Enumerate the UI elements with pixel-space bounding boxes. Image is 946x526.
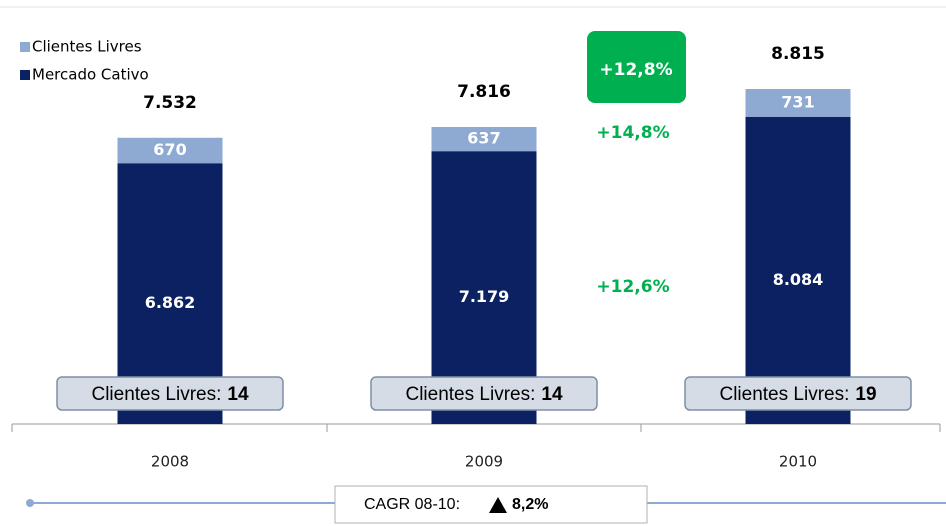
clientes-livres-count: 19 [855, 384, 876, 405]
cagr-dot [26, 499, 34, 507]
bar-segment [745, 89, 851, 117]
total-label: 7.816 [457, 82, 511, 102]
x-tick-label: 2008 [151, 453, 189, 471]
box [56, 376, 284, 411]
clientes-livres-box: Clientes Livres: 14 [56, 376, 284, 411]
total-label: 7.532 [143, 93, 197, 113]
total-label: 8.815 [771, 44, 825, 64]
bar-segment [117, 137, 223, 164]
cagr-value: 8,2% [512, 496, 548, 513]
x-tick-label: 2010 [779, 453, 817, 471]
clientes-livres-text: Clientes Livres: 14 [91, 384, 248, 405]
x-tick-label: 2009 [465, 453, 503, 471]
box [370, 376, 598, 411]
clientes-livres-label: Clientes Livres: [719, 384, 849, 405]
legend-label: Clientes Livres [32, 38, 142, 56]
clientes-livres-box: Clientes Livres: 19 [684, 376, 912, 411]
clientes-livres-count: 14 [227, 384, 249, 405]
segment-label: 670 [153, 140, 186, 159]
box [684, 376, 912, 411]
bar-segment [745, 116, 851, 424]
legend-swatch [20, 70, 30, 80]
bar-segment [431, 126, 537, 152]
total-growth: +12,8% [599, 60, 672, 80]
legend-label: Mercado Cativo [32, 66, 149, 84]
segment-label: 6.862 [145, 293, 196, 312]
clientes-livres-box: Clientes Livres: 14 [370, 376, 598, 411]
livres-growth: +14,8% [596, 123, 669, 143]
segment-label: 8.084 [773, 270, 824, 289]
cagr-box [334, 485, 648, 524]
legend-swatch [20, 42, 30, 52]
cativo-growth: +12,6% [596, 277, 669, 297]
segment-label: 731 [781, 92, 814, 111]
clientes-livres-count: 14 [541, 384, 563, 405]
up-triangle [489, 497, 507, 513]
segment-label: 637 [467, 129, 500, 148]
total-growth-box [587, 31, 686, 103]
clientes-livres-label: Clientes Livres: [91, 384, 221, 405]
segment-label: 7.179 [459, 287, 510, 306]
cagr-label: CAGR 08-10: [364, 496, 460, 513]
clientes-livres-text: Clientes Livres: 14 [405, 384, 562, 405]
cagr: CAGR 08-10: 8,2% [26, 485, 946, 524]
clientes-livres-label: Clientes Livres: [405, 384, 535, 405]
clientes-livres-text: Clientes Livres: 19 [719, 384, 876, 405]
